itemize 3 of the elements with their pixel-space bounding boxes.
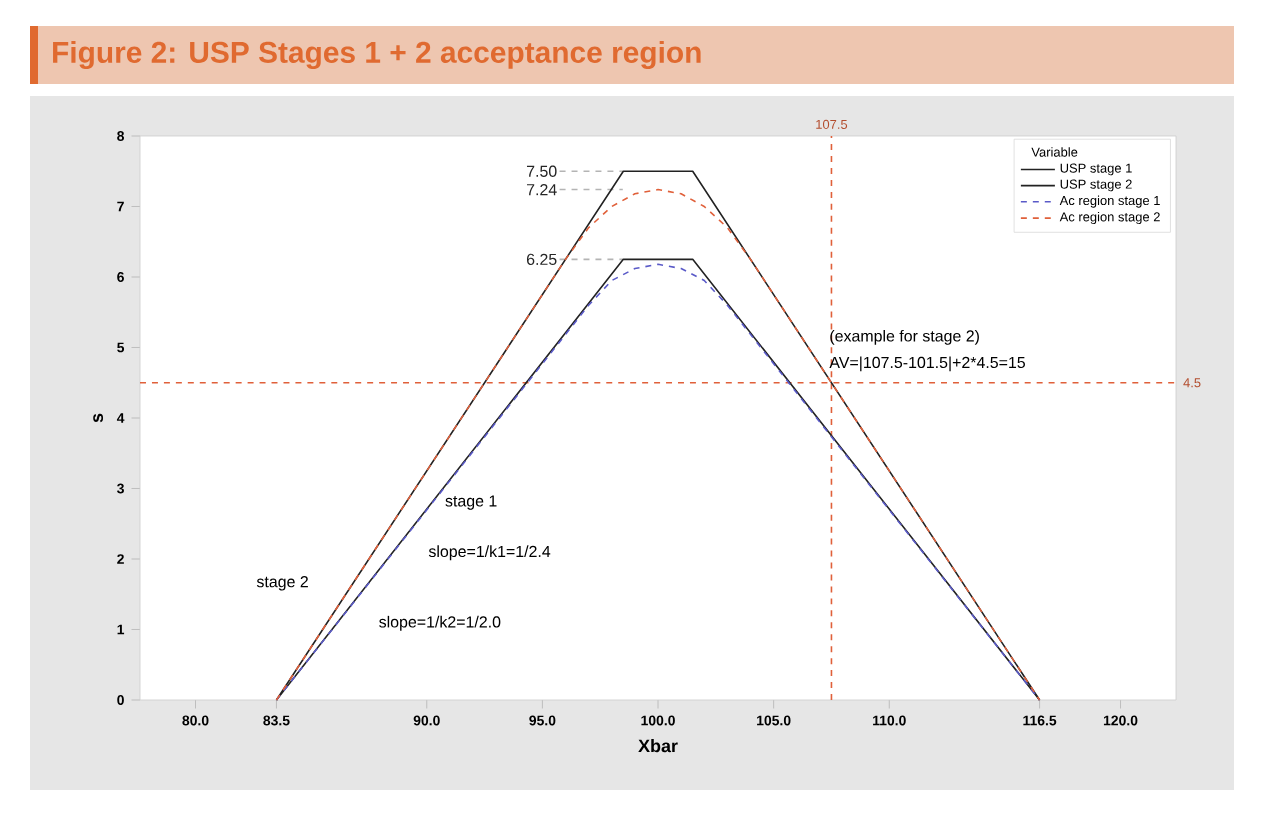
y-axis-title: s bbox=[93, 413, 104, 423]
chart-title: Figure 2: USP Stages 1 + 2 acceptance region bbox=[53, 41, 701, 69]
x-axis-title: Xbar bbox=[638, 739, 678, 753]
